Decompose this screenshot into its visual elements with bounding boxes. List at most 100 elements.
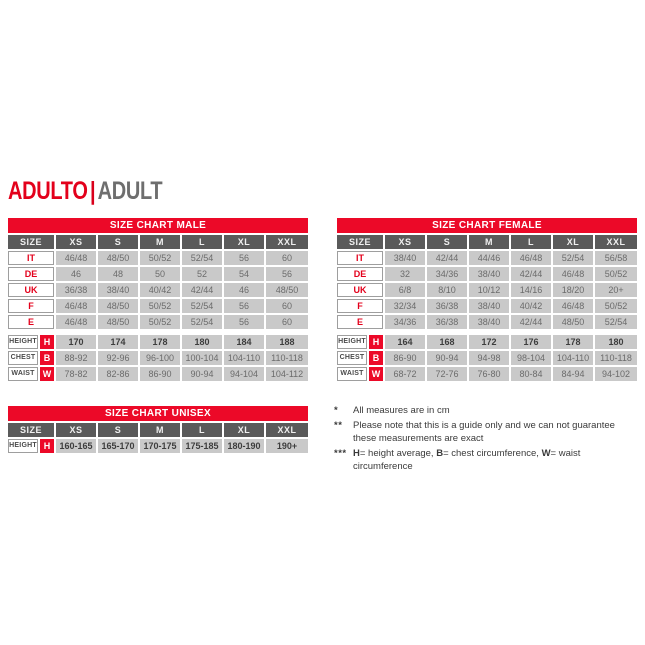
column-header-xs: XS bbox=[385, 235, 425, 249]
cell-uk-l: 14/16 bbox=[511, 283, 551, 297]
cell-chest-xs: 88-92 bbox=[56, 351, 96, 365]
cell-it-xs: 46/48 bbox=[56, 251, 96, 265]
note-item: * All measures are in cm bbox=[334, 404, 640, 418]
row-label-text-waist: WAIST bbox=[8, 367, 38, 381]
chart-title-female: SIZE CHART FEMALE bbox=[337, 218, 637, 233]
cell-waist-m: 76-80 bbox=[469, 367, 509, 381]
cell-it-l: 46/48 bbox=[511, 251, 551, 265]
column-header-s: S bbox=[427, 235, 467, 249]
cell-it-xs: 38/40 bbox=[385, 251, 425, 265]
cell-e-l: 42/44 bbox=[511, 315, 551, 329]
cell-f-xxl: 60 bbox=[266, 299, 308, 313]
note-text: Please note that this is a guide only an… bbox=[353, 419, 615, 445]
row-label-uk: UK bbox=[337, 283, 383, 297]
cell-waist-s: 82-86 bbox=[98, 367, 138, 381]
column-header-xxl: XXL bbox=[595, 235, 637, 249]
cell-height-l: 180 bbox=[182, 335, 222, 349]
cell-waist-m: 86-90 bbox=[140, 367, 180, 381]
cell-chest-s: 92-96 bbox=[98, 351, 138, 365]
row-label-text-chest: CHEST bbox=[8, 351, 38, 365]
cell-chest-xs: 86-90 bbox=[385, 351, 425, 365]
cell-height-m: 172 bbox=[469, 335, 509, 349]
row-label-height: HEIGHT H bbox=[8, 335, 54, 349]
cell-de-xl: 46/48 bbox=[553, 267, 593, 281]
cell-chest-s: 90-94 bbox=[427, 351, 467, 365]
column-header-xxl: XXL bbox=[266, 423, 308, 437]
row-label-f: F bbox=[337, 299, 383, 313]
column-header-m: M bbox=[469, 235, 509, 249]
note-marker: * bbox=[334, 405, 339, 416]
row-label-it: IT bbox=[8, 251, 54, 265]
page-title-secondary: ADULT bbox=[97, 177, 163, 205]
cell-e-xs: 34/36 bbox=[385, 315, 425, 329]
chart-header-row-male: SIZE XS S M L XL XXL bbox=[8, 235, 308, 249]
cell-uk-xs: 36/38 bbox=[56, 283, 96, 297]
cell-f-l: 40/42 bbox=[511, 299, 551, 313]
row-label-text-height: HEIGHT bbox=[337, 335, 367, 349]
column-header-xl: XL bbox=[224, 423, 264, 437]
cell-uk-xl: 18/20 bbox=[553, 283, 593, 297]
cell-f-l: 52/54 bbox=[182, 299, 222, 313]
row-label-de: DE bbox=[8, 267, 54, 281]
cell-waist-xl: 94-104 bbox=[224, 367, 264, 381]
cell-height-xs: 164 bbox=[385, 335, 425, 349]
table-row: F 32/34 36/38 38/40 40/42 46/48 50/52 bbox=[337, 299, 637, 313]
cell-de-s: 34/36 bbox=[427, 267, 467, 281]
note-item: *** H= height average, B= chest circumfer… bbox=[334, 447, 640, 474]
cell-f-m: 50/52 bbox=[140, 299, 180, 313]
cell-it-s: 48/50 bbox=[98, 251, 138, 265]
cell-it-xxl: 60 bbox=[266, 251, 308, 265]
cell-e-xxl: 60 bbox=[266, 315, 308, 329]
column-header-xl: XL bbox=[224, 235, 264, 249]
cell-chest-l: 98-104 bbox=[511, 351, 551, 365]
cell-de-l: 42/44 bbox=[511, 267, 551, 281]
row-label-text-height: HEIGHT bbox=[8, 335, 38, 349]
cell-e-xl: 56 bbox=[224, 315, 264, 329]
column-header-size: SIZE bbox=[8, 235, 54, 249]
cell-f-xxl: 50/52 bbox=[595, 299, 637, 313]
row-label-text-waist: WAIST bbox=[337, 367, 367, 381]
cell-f-xs: 32/34 bbox=[385, 299, 425, 313]
cell-it-s: 42/44 bbox=[427, 251, 467, 265]
cell-waist-xxl: 104-112 bbox=[266, 367, 308, 381]
row-badge-b: B bbox=[369, 351, 383, 365]
cell-f-s: 36/38 bbox=[427, 299, 467, 313]
cell-height-xl: 178 bbox=[553, 335, 593, 349]
cell-chest-m: 96-100 bbox=[140, 351, 180, 365]
cell-height-s: 174 bbox=[98, 335, 138, 349]
row-badge-h: H bbox=[40, 439, 54, 453]
cell-uk-s: 8/10 bbox=[427, 283, 467, 297]
row-label-text-chest: CHEST bbox=[337, 351, 367, 365]
column-header-s: S bbox=[98, 423, 138, 437]
column-header-m: M bbox=[140, 235, 180, 249]
row-label-text-height: HEIGHT bbox=[8, 439, 38, 453]
column-header-l: L bbox=[182, 423, 222, 437]
cell-uk-xl: 46 bbox=[224, 283, 264, 297]
cell-waist-s: 72-76 bbox=[427, 367, 467, 381]
row-label-it: IT bbox=[337, 251, 383, 265]
cell-chest-l: 100-104 bbox=[182, 351, 222, 365]
cell-height-s: 165-170 bbox=[98, 439, 138, 453]
cell-waist-xxl: 94-102 bbox=[595, 367, 637, 381]
row-label-f: F bbox=[8, 299, 54, 313]
table-row: E 34/36 36/38 38/40 42/44 48/50 52/54 bbox=[337, 315, 637, 329]
row-label-height: HEIGHT H bbox=[337, 335, 383, 349]
notes-list: * All measures are in cm ** Please note tha… bbox=[334, 404, 640, 475]
row-label-waist: WAIST W bbox=[8, 367, 54, 381]
cell-de-m: 38/40 bbox=[469, 267, 509, 281]
cell-e-s: 48/50 bbox=[98, 315, 138, 329]
cell-de-xl: 54 bbox=[224, 267, 264, 281]
table-row: HEIGHT H 164 168 172 176 178 180 bbox=[337, 335, 637, 349]
size-chart-male: SIZE CHART MALE SIZE XS S M L XL XXL IT 46/48 48/5… bbox=[8, 218, 308, 381]
table-row: E 46/48 48/50 50/52 52/54 56 60 bbox=[8, 315, 308, 329]
cell-height-xxl: 190+ bbox=[266, 439, 308, 453]
cell-f-xl: 56 bbox=[224, 299, 264, 313]
cell-height-xs: 170 bbox=[56, 335, 96, 349]
cell-uk-xs: 6/8 bbox=[385, 283, 425, 297]
cell-height-xs: 160-165 bbox=[56, 439, 96, 453]
column-header-l: L bbox=[511, 235, 551, 249]
cell-e-s: 36/38 bbox=[427, 315, 467, 329]
cell-height-l: 175-185 bbox=[182, 439, 222, 453]
cell-waist-l: 90-94 bbox=[182, 367, 222, 381]
row-badge-h: H bbox=[369, 335, 383, 349]
